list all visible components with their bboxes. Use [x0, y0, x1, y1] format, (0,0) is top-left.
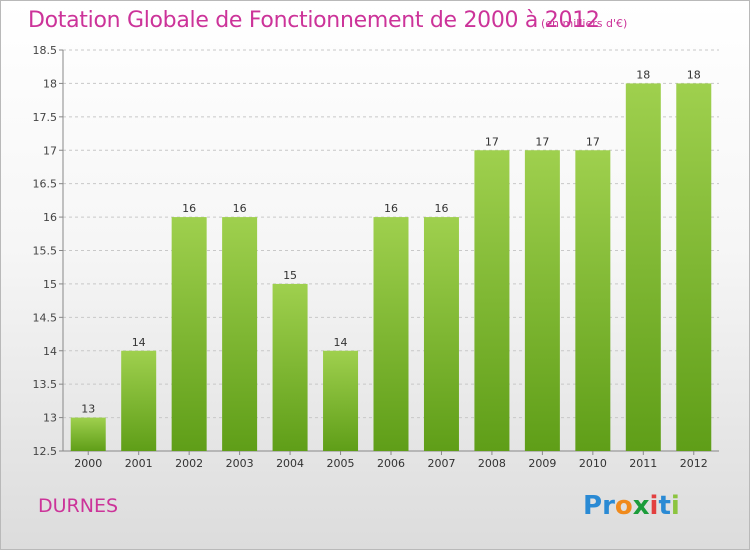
bar [222, 217, 258, 451]
bar-value-label: 17 [485, 135, 499, 148]
bar [423, 217, 459, 451]
bar-value-label: 14 [132, 336, 146, 349]
bar-value-label: 17 [586, 135, 600, 148]
bar [676, 83, 712, 452]
x-tick-label: 2006 [377, 457, 405, 470]
y-tick-label: 17.5 [33, 111, 58, 124]
y-tick-label: 15.5 [33, 245, 58, 258]
bar-value-label: 16 [384, 202, 398, 215]
bar [373, 217, 409, 451]
y-tick-label: 18 [43, 77, 57, 90]
unit-label: (en milliers d'€) [541, 17, 628, 30]
x-tick-label: 2008 [478, 457, 506, 470]
logo-letter: i [649, 491, 659, 521]
x-tick-label: 2004 [276, 457, 304, 470]
logo-letter: i [670, 491, 680, 521]
bar [171, 217, 207, 451]
logo-letter: P [583, 491, 603, 521]
x-tick-label: 2010 [579, 457, 607, 470]
bar-value-label: 16 [434, 202, 448, 215]
bar [575, 150, 611, 451]
x-tick-label: 2007 [427, 457, 455, 470]
x-tick-label: 2002 [175, 457, 203, 470]
y-tick-label: 12.5 [33, 445, 58, 458]
bar [121, 350, 157, 451]
x-tick-label: 2012 [680, 457, 708, 470]
bar [524, 150, 560, 451]
y-tick-label: 17 [43, 144, 57, 157]
bar-value-label: 16 [182, 202, 196, 215]
logo-letter: x [632, 491, 650, 521]
bar [625, 83, 661, 452]
y-tick-label: 14 [43, 345, 57, 358]
bar-value-label: 13 [81, 403, 95, 416]
chart-title: Dotation Globale de Fonctionnement de 20… [28, 8, 600, 33]
x-tick-label: 2011 [629, 457, 657, 470]
bar [272, 283, 308, 451]
bar-value-label: 14 [334, 336, 348, 349]
bar-value-label: 15 [283, 269, 297, 282]
y-tick-label: 15 [43, 278, 57, 291]
y-tick-label: 18.5 [33, 44, 58, 57]
y-tick-label: 13.5 [33, 378, 58, 391]
logo-letter: o [614, 491, 633, 521]
x-tick-label: 2003 [226, 457, 254, 470]
x-tick-label: 2005 [327, 457, 355, 470]
logo-letter: r [602, 491, 615, 521]
y-tick-label: 13 [43, 412, 57, 425]
bar-value-label: 18 [636, 68, 650, 81]
x-tick-label: 2001 [125, 457, 153, 470]
bar [70, 417, 106, 451]
bar [474, 150, 510, 451]
proxiti-logo: Proxiti [583, 491, 680, 521]
x-tick-label: 2000 [74, 457, 102, 470]
x-tick-label: 2009 [528, 457, 556, 470]
y-tick-label: 16 [43, 211, 57, 224]
bar-value-label: 18 [687, 68, 701, 81]
logo-letter: t [658, 491, 671, 521]
y-tick-label: 14.5 [33, 311, 58, 324]
commune-name: DURNES [38, 495, 119, 517]
bar [323, 350, 359, 451]
y-tick-label: 16.5 [33, 178, 58, 191]
bar-value-label: 16 [233, 202, 247, 215]
bar-value-label: 17 [535, 135, 549, 148]
